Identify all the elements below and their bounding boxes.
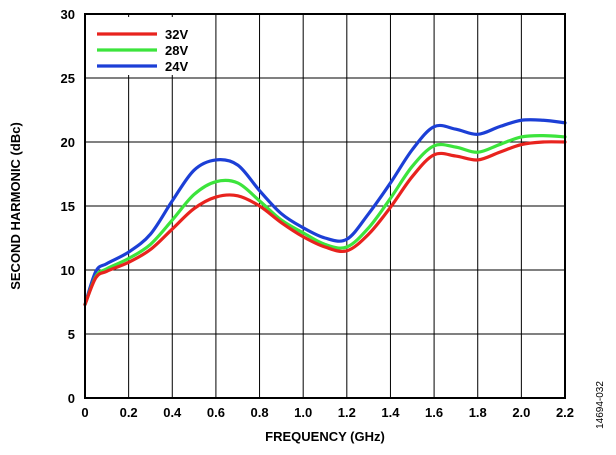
y-tick-label: 5	[68, 327, 75, 342]
legend-label-32v: 32V	[165, 27, 188, 42]
x-tick-label: 1.8	[469, 405, 487, 420]
x-tick-label: 1.2	[338, 405, 356, 420]
series-line-24v	[83, 118, 567, 307]
x-tick-labels: 0 0.2 0.4 0.6 0.8 1.0 1.2 1.4 1.6 1.8 2.0 2.2	[81, 405, 574, 420]
x-tick-label: 0	[81, 405, 88, 420]
y-tick-label: 20	[61, 135, 75, 150]
x-tick-label: 2.2	[556, 405, 574, 420]
series-line-28v	[83, 133, 567, 307]
y-tick-labels: 0 5 10 15 20 25 30	[61, 7, 75, 406]
x-tick-label: 0.8	[251, 405, 269, 420]
figure-id: 14694-032	[595, 381, 606, 429]
legend-label-24v: 24V	[165, 59, 188, 74]
x-tick-label: 1.0	[294, 405, 312, 420]
x-tick-label: 0.6	[207, 405, 225, 420]
x-tick-label: 0.4	[163, 405, 182, 420]
x-tick-label: 1.6	[425, 405, 443, 420]
y-tick-label: 10	[61, 263, 75, 278]
x-tick-label: 0.2	[120, 405, 138, 420]
plot-frame	[84, 13, 566, 399]
y-tick-label: 0	[68, 391, 75, 406]
x-tick-label: 2.0	[512, 405, 530, 420]
y-tick-label: 30	[61, 7, 75, 22]
y-tick-label: 15	[61, 199, 75, 214]
y-axis-label: SECOND HARMONIC (dBc)	[8, 122, 23, 290]
series-lines	[83, 118, 567, 307]
x-axis-label: FREQUENCY (GHz)	[265, 429, 385, 444]
series-line-32v	[83, 140, 567, 307]
x-tick-label: 1.4	[381, 405, 400, 420]
legend-label-28v: 28V	[165, 43, 188, 58]
y-tick-label: 25	[61, 71, 75, 86]
